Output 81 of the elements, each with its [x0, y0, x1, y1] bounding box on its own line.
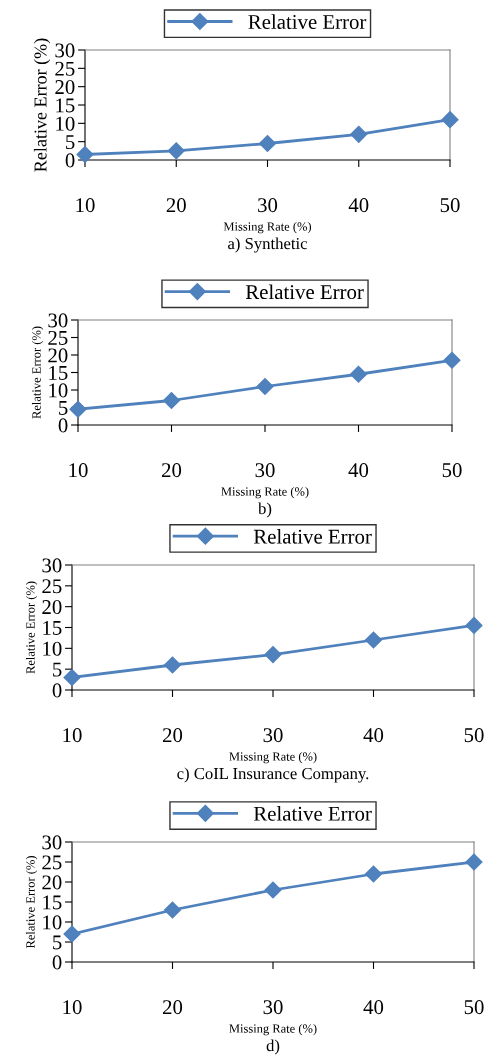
- point: [258, 134, 277, 153]
- point: [264, 646, 282, 664]
- point: [167, 142, 185, 160]
- point: [364, 865, 383, 883]
- y-tick-label: 5: [53, 662, 62, 677]
- x-axis-title: Missing Rate (%): [221, 486, 309, 499]
- legend-label: Relative Error: [245, 284, 364, 300]
- y-tick-label: 0: [52, 955, 62, 970]
- point: [76, 145, 94, 164]
- point: [256, 377, 274, 396]
- x-tick-label: 30: [263, 1000, 283, 1015]
- point: [364, 631, 383, 649]
- y-tick-label: 30: [42, 835, 62, 850]
- x-tick-label: 10: [76, 198, 95, 213]
- y-tick-label: 10: [49, 383, 68, 398]
- x-tick-label: 30: [263, 728, 283, 743]
- x-tick-label: 20: [162, 463, 182, 478]
- x-tick-label: 40: [363, 1000, 384, 1015]
- y-tick-label: 5: [66, 135, 75, 150]
- point: [162, 391, 181, 410]
- y-tick-label: 25: [42, 855, 62, 870]
- text: b): [258, 502, 272, 518]
- point: [465, 616, 483, 634]
- y-tick-label: 30: [48, 313, 68, 328]
- y-tick-label: 30: [42, 558, 62, 573]
- point: [63, 925, 81, 943]
- point: [441, 111, 459, 129]
- x-tick-label: 40: [348, 198, 369, 213]
- y-axis-title: Relative Error (%): [33, 38, 51, 172]
- x-tick-label: 30: [255, 463, 275, 478]
- y-tick-label: 5: [53, 935, 62, 950]
- point: [443, 351, 461, 369]
- y-axis-title: Relative Error (%): [31, 326, 44, 419]
- point: [69, 400, 87, 418]
- y-axis-title: Relative Error (%): [25, 856, 38, 949]
- point: [163, 901, 182, 919]
- point: [349, 365, 368, 383]
- y-tick-label: 15: [43, 620, 62, 635]
- text: d): [266, 1039, 280, 1055]
- legend-label: Relative Error: [253, 529, 372, 544]
- y-tick-label: 30: [55, 43, 75, 58]
- text: c) CoIL Insurance Company.: [177, 767, 369, 783]
- x-tick-label: 50: [464, 728, 484, 743]
- x-axis-title: Missing Rate (%): [229, 1023, 317, 1036]
- y-tick-label: 20: [48, 348, 68, 363]
- point: [465, 853, 483, 871]
- y-tick-label: 0: [65, 153, 75, 168]
- y-tick-label: 25: [55, 61, 75, 76]
- legend-label: Relative Error: [253, 806, 372, 821]
- x-axis-title: Missing Rate (%): [223, 221, 312, 234]
- point: [63, 668, 81, 687]
- x-tick-label: 40: [348, 463, 369, 478]
- x-axis-title: Missing Rate (%): [229, 751, 317, 764]
- y-tick-label: 10: [43, 641, 62, 656]
- x-tick-label: 50: [442, 463, 462, 478]
- y-tick-label: 0: [58, 418, 68, 433]
- y-tick-label: 20: [42, 600, 62, 615]
- x-tick-label: 20: [163, 1000, 183, 1015]
- y-tick-label: 20: [42, 875, 62, 890]
- x-tick-label: 50: [464, 1000, 484, 1015]
- y-tick-label: 15: [56, 98, 75, 113]
- y-tick-label: 5: [59, 401, 68, 415]
- point: [163, 656, 182, 674]
- x-tick-label: 20: [166, 198, 186, 213]
- x-tick-label: 20: [163, 728, 183, 743]
- point: [264, 881, 282, 899]
- y-tick-label: 10: [43, 915, 62, 930]
- legend-label: Relative Error: [248, 14, 367, 29]
- y-axis-title: Relative Error (%): [25, 581, 38, 674]
- y-tick-label: 25: [48, 330, 68, 345]
- y-tick-label: 15: [49, 365, 68, 380]
- x-tick-label: 40: [363, 728, 384, 743]
- y-tick-label: 15: [43, 895, 62, 910]
- x-tick-label: 50: [440, 198, 460, 213]
- y-tick-label: 25: [42, 579, 62, 594]
- y-tick-label: 0: [52, 683, 62, 698]
- x-tick-label: 30: [258, 198, 278, 213]
- y-tick-label: 20: [55, 80, 75, 95]
- text: a) Synthetic: [228, 237, 308, 253]
- point: [350, 125, 368, 143]
- y-tick-label: 10: [56, 116, 75, 131]
